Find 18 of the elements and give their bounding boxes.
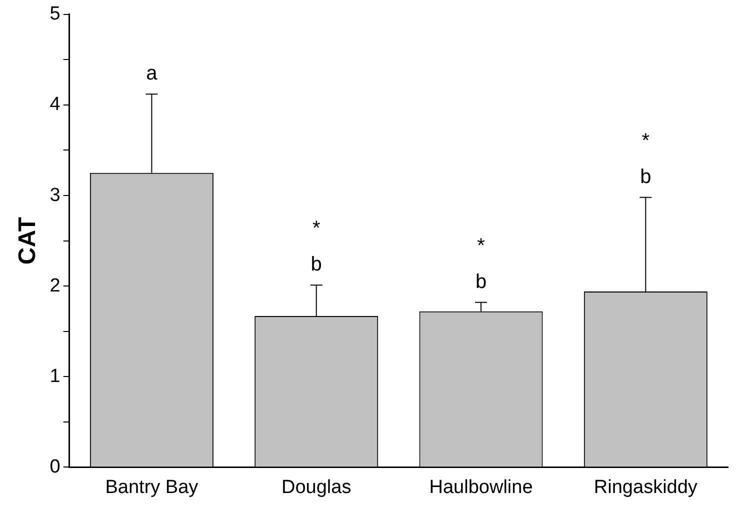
y-tick-label: 4 [50, 94, 61, 116]
x-tick-label: Ringaskiddy [594, 476, 698, 498]
annotation: b [310, 254, 322, 276]
y-tick-label: 0 [50, 456, 60, 478]
y-tick-label: 1 [50, 366, 60, 387]
y-tick-label: 3 [50, 184, 60, 206]
annotation: b [640, 166, 652, 188]
x-tick-label: Haulbowline [429, 476, 533, 498]
x-tick-label: Bantry Bay [105, 476, 199, 498]
x-tick-label: Douglas [281, 476, 352, 498]
y-tick-label: 5 [50, 4, 60, 25]
y-tick-label: 2 [50, 275, 60, 296]
annotation: * [312, 218, 320, 240]
annotation: * [642, 130, 650, 152]
y-axis-title: CAT [14, 216, 42, 265]
annotation: b [475, 270, 487, 293]
annotation: * [477, 234, 486, 257]
annotation: a [146, 62, 158, 85]
